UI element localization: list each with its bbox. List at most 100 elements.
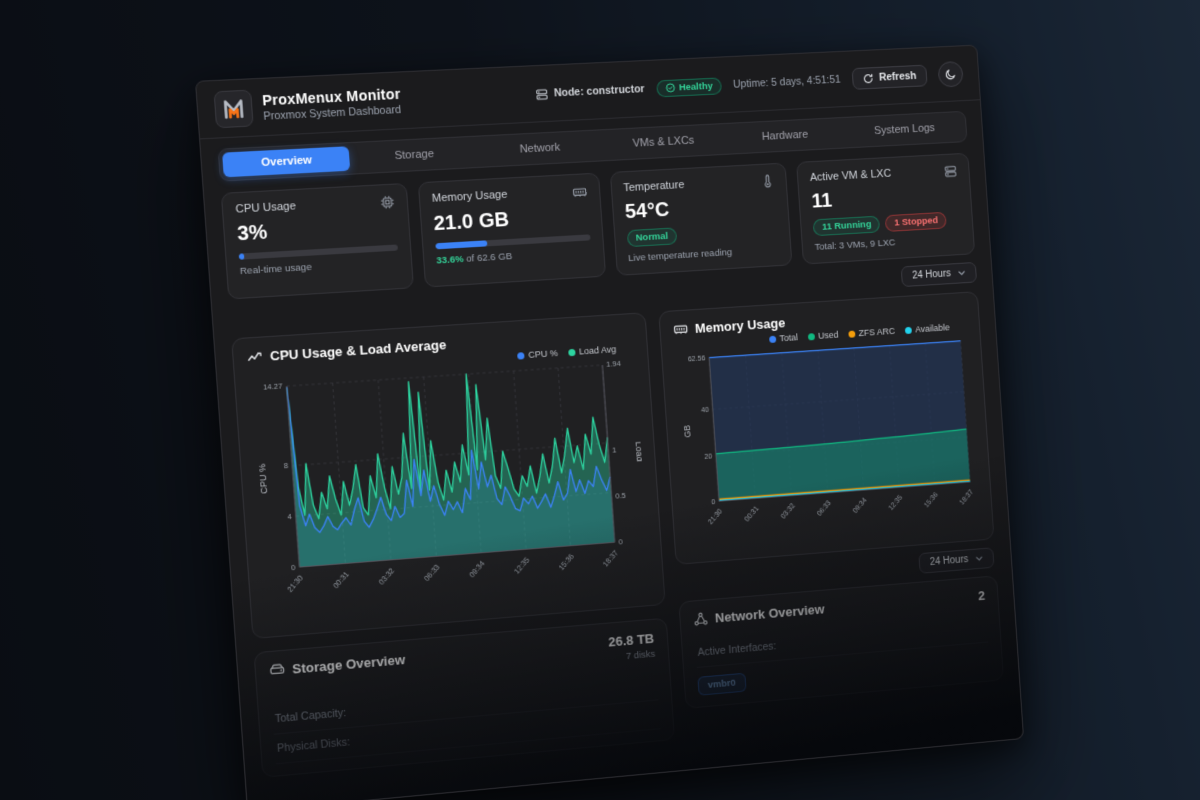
node-label: Node: constructor [553, 83, 645, 100]
svg-text:0.5: 0.5 [615, 491, 626, 501]
svg-text:00:31: 00:31 [331, 570, 351, 590]
chevron-down-icon [975, 554, 984, 563]
hard-drive-icon [269, 662, 286, 679]
network-interfaces-count: 2 [977, 588, 986, 604]
svg-text:14.27: 14.27 [263, 382, 283, 392]
server-stack-icon [943, 164, 957, 178]
temperature-subtitle: Live temperature reading [627, 247, 733, 265]
vm-running-badge: 11 Running [812, 215, 881, 237]
ram-icon [571, 184, 587, 200]
cpu-value: 3% [236, 221, 269, 246]
uptime-label: Uptime: 5 days, 4:51:51 [732, 73, 842, 91]
svg-text:00:31: 00:31 [742, 504, 760, 523]
activity-icon [247, 349, 264, 365]
tab-overview[interactable]: Overview [222, 146, 351, 178]
tab-storage[interactable]: Storage [394, 147, 435, 163]
vm-subtitle: Total: 3 VMs, 9 LXC [814, 237, 896, 253]
memory-chart: 21:30 00:31 03:32 06:33 09:34 12:35 15:36 18:37… [675, 333, 981, 552]
network-overview-panel: Network Overview 2 Active Interfaces: vm… [678, 575, 1005, 710]
svg-text:4: 4 [287, 512, 292, 521]
svg-text:0: 0 [711, 497, 716, 506]
storage-overview-panel: Storage Overview 26.8 TB 7 disks Total C… [253, 618, 676, 779]
legend-item-cpu: CPU % [517, 348, 558, 361]
memory-of-total: of 62.6 GB [463, 250, 513, 265]
svg-text:1: 1 [612, 446, 617, 455]
tab-hardware[interactable]: Hardware [761, 128, 809, 143]
time-range-value: 24 Hours [911, 268, 952, 282]
svg-text:03:32: 03:32 [779, 501, 797, 520]
svg-text:12:35: 12:35 [512, 556, 531, 576]
health-badge: Healthy [655, 76, 723, 97]
legend-item-zfs-arc: ZFS ARC [847, 326, 895, 339]
check-circle-icon [665, 83, 676, 93]
svg-text:21:30: 21:30 [285, 573, 305, 593]
health-label: Healthy [678, 80, 714, 93]
node-status-cluster: Node: constructor Healthy Uptime: 5 days… [534, 60, 964, 107]
brand: ProxMenux Monitor Proxmox System Dashboa… [213, 83, 403, 129]
memory-card-title: Memory Usage [431, 188, 508, 205]
svg-text:06:33: 06:33 [815, 499, 833, 518]
storage-disks-value: 7 disks [625, 649, 656, 663]
legend-item-total: Total [768, 332, 798, 344]
memory-usage-card: Memory Usage 21.0 GB 33.6% of 62.6 GB [417, 172, 606, 288]
legend-item-used: Used [807, 330, 839, 342]
svg-text:0: 0 [618, 537, 623, 546]
tab-vms-lxcs[interactable]: VMs & LXCs [632, 134, 695, 150]
temperature-card-title: Temperature [622, 178, 685, 195]
chevron-down-icon [957, 268, 966, 277]
cpu-icon [380, 195, 395, 210]
svg-text:15:36: 15:36 [557, 552, 576, 572]
storage-panel-title: Storage Overview [291, 652, 406, 678]
cpu-load-chart: 21:30 00:31 03:32 06:33 09:34 12:35 15:36 18:37… [249, 355, 651, 626]
svg-text:12:35: 12:35 [886, 493, 904, 512]
svg-text:GB: GB [682, 425, 693, 438]
memory-value: 21.0 GB [432, 208, 510, 236]
cpu-card-title: CPU Usage [235, 200, 297, 216]
theme-toggle-button[interactable] [937, 60, 964, 88]
memory-subtitle: 33.6% of 62.6 GB [435, 246, 591, 267]
ram-icon [673, 322, 689, 338]
proxmenux-logo [213, 89, 254, 129]
interface-badge-vmbr0[interactable]: vmbr0 [697, 673, 747, 697]
active-vm-card: Active VM & LXC 11 11 Running 1 Stopped … [796, 152, 976, 265]
svg-text:62.56: 62.56 [688, 353, 706, 363]
network-nodes-icon [693, 612, 709, 628]
vm-stopped-badge: 1 Stopped [885, 211, 948, 232]
svg-text:Load: Load [634, 441, 645, 462]
memory-chart-panel: Memory Usage Total Used ZFS ARC Availabl… [658, 291, 995, 566]
server-icon [535, 87, 549, 101]
network-panel-title: Network Overview [714, 601, 826, 626]
svg-text:18:37: 18:37 [957, 488, 974, 507]
svg-text:09:34: 09:34 [467, 559, 486, 579]
panels-grid: CPU Usage & Load Average CPU % Load Avg … [231, 291, 1006, 779]
refresh-button[interactable]: Refresh [851, 64, 928, 90]
legend-item-load: Load Avg [567, 344, 616, 357]
refresh-icon [862, 73, 873, 84]
cpu-subtitle: Real-time usage [239, 261, 313, 278]
tab-network[interactable]: Network [519, 141, 561, 156]
svg-text:18:37: 18:37 [601, 549, 620, 569]
memory-percent: 33.6% [435, 253, 465, 267]
refresh-label: Refresh [878, 70, 917, 84]
svg-text:CPU %: CPU % [257, 463, 269, 494]
vm-count-value: 11 [810, 189, 833, 213]
proxmenux-dashboard-window: ProxMenux Monitor Proxmox System Dashboa… [194, 44, 1025, 800]
svg-text:03:32: 03:32 [377, 566, 396, 586]
vm-card-title: Active VM & LXC [809, 167, 892, 184]
legend-item-available: Available [904, 322, 950, 335]
node-name: Node: constructor [535, 83, 645, 101]
storage-total-value: 26.8 TB [607, 631, 655, 650]
thermometer-icon [760, 174, 775, 189]
svg-text:0: 0 [291, 563, 296, 572]
moon-icon [945, 68, 957, 80]
time-range-dropdown-2[interactable]: 24 Hours [918, 547, 995, 575]
logo-m-icon [221, 97, 246, 121]
temperature-card: Temperature 54°C Normal Live temperature… [609, 162, 793, 276]
time-range-dropdown[interactable]: 24 Hours [901, 261, 978, 288]
svg-text:20: 20 [704, 451, 712, 460]
tab-system-logs[interactable]: System Logs [873, 122, 936, 138]
temperature-status-badge: Normal [626, 227, 678, 248]
cpu-usage-card: CPU Usage 3% Real-time usage [220, 182, 414, 300]
time-range-value-2: 24 Hours [929, 554, 969, 569]
